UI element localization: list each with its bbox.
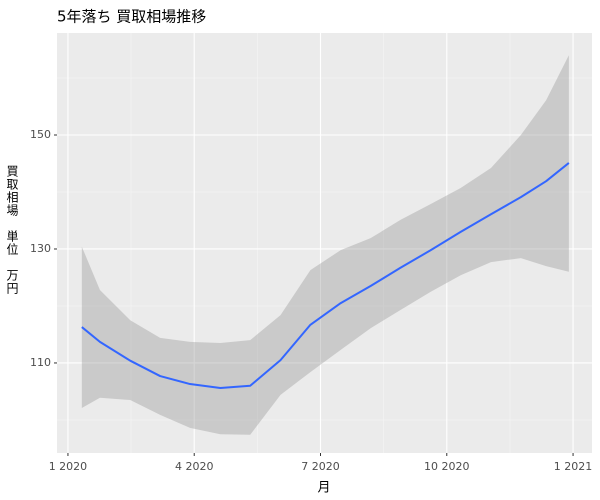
smooth-line	[81, 162, 570, 390]
y-tick-label: 130	[30, 242, 51, 255]
x-tick-label: 1 2021	[554, 460, 593, 473]
x-axis-label: 月	[317, 481, 330, 496]
x-tick-label: 1 2020	[49, 460, 88, 473]
chart-title: 5年落ち 買取相場推移	[57, 8, 206, 26]
x-tick-label: 10 2020	[424, 460, 470, 473]
y-tick-label: 150	[30, 128, 51, 141]
y-tick-label: 110	[30, 356, 51, 369]
x-tick-label: 4 2020	[175, 460, 214, 473]
x-tick-label: 7 2020	[301, 460, 340, 473]
confidence-band	[81, 55, 569, 435]
y-axis-label: 買取相場 単位 万円	[5, 165, 19, 295]
panel	[57, 33, 592, 453]
